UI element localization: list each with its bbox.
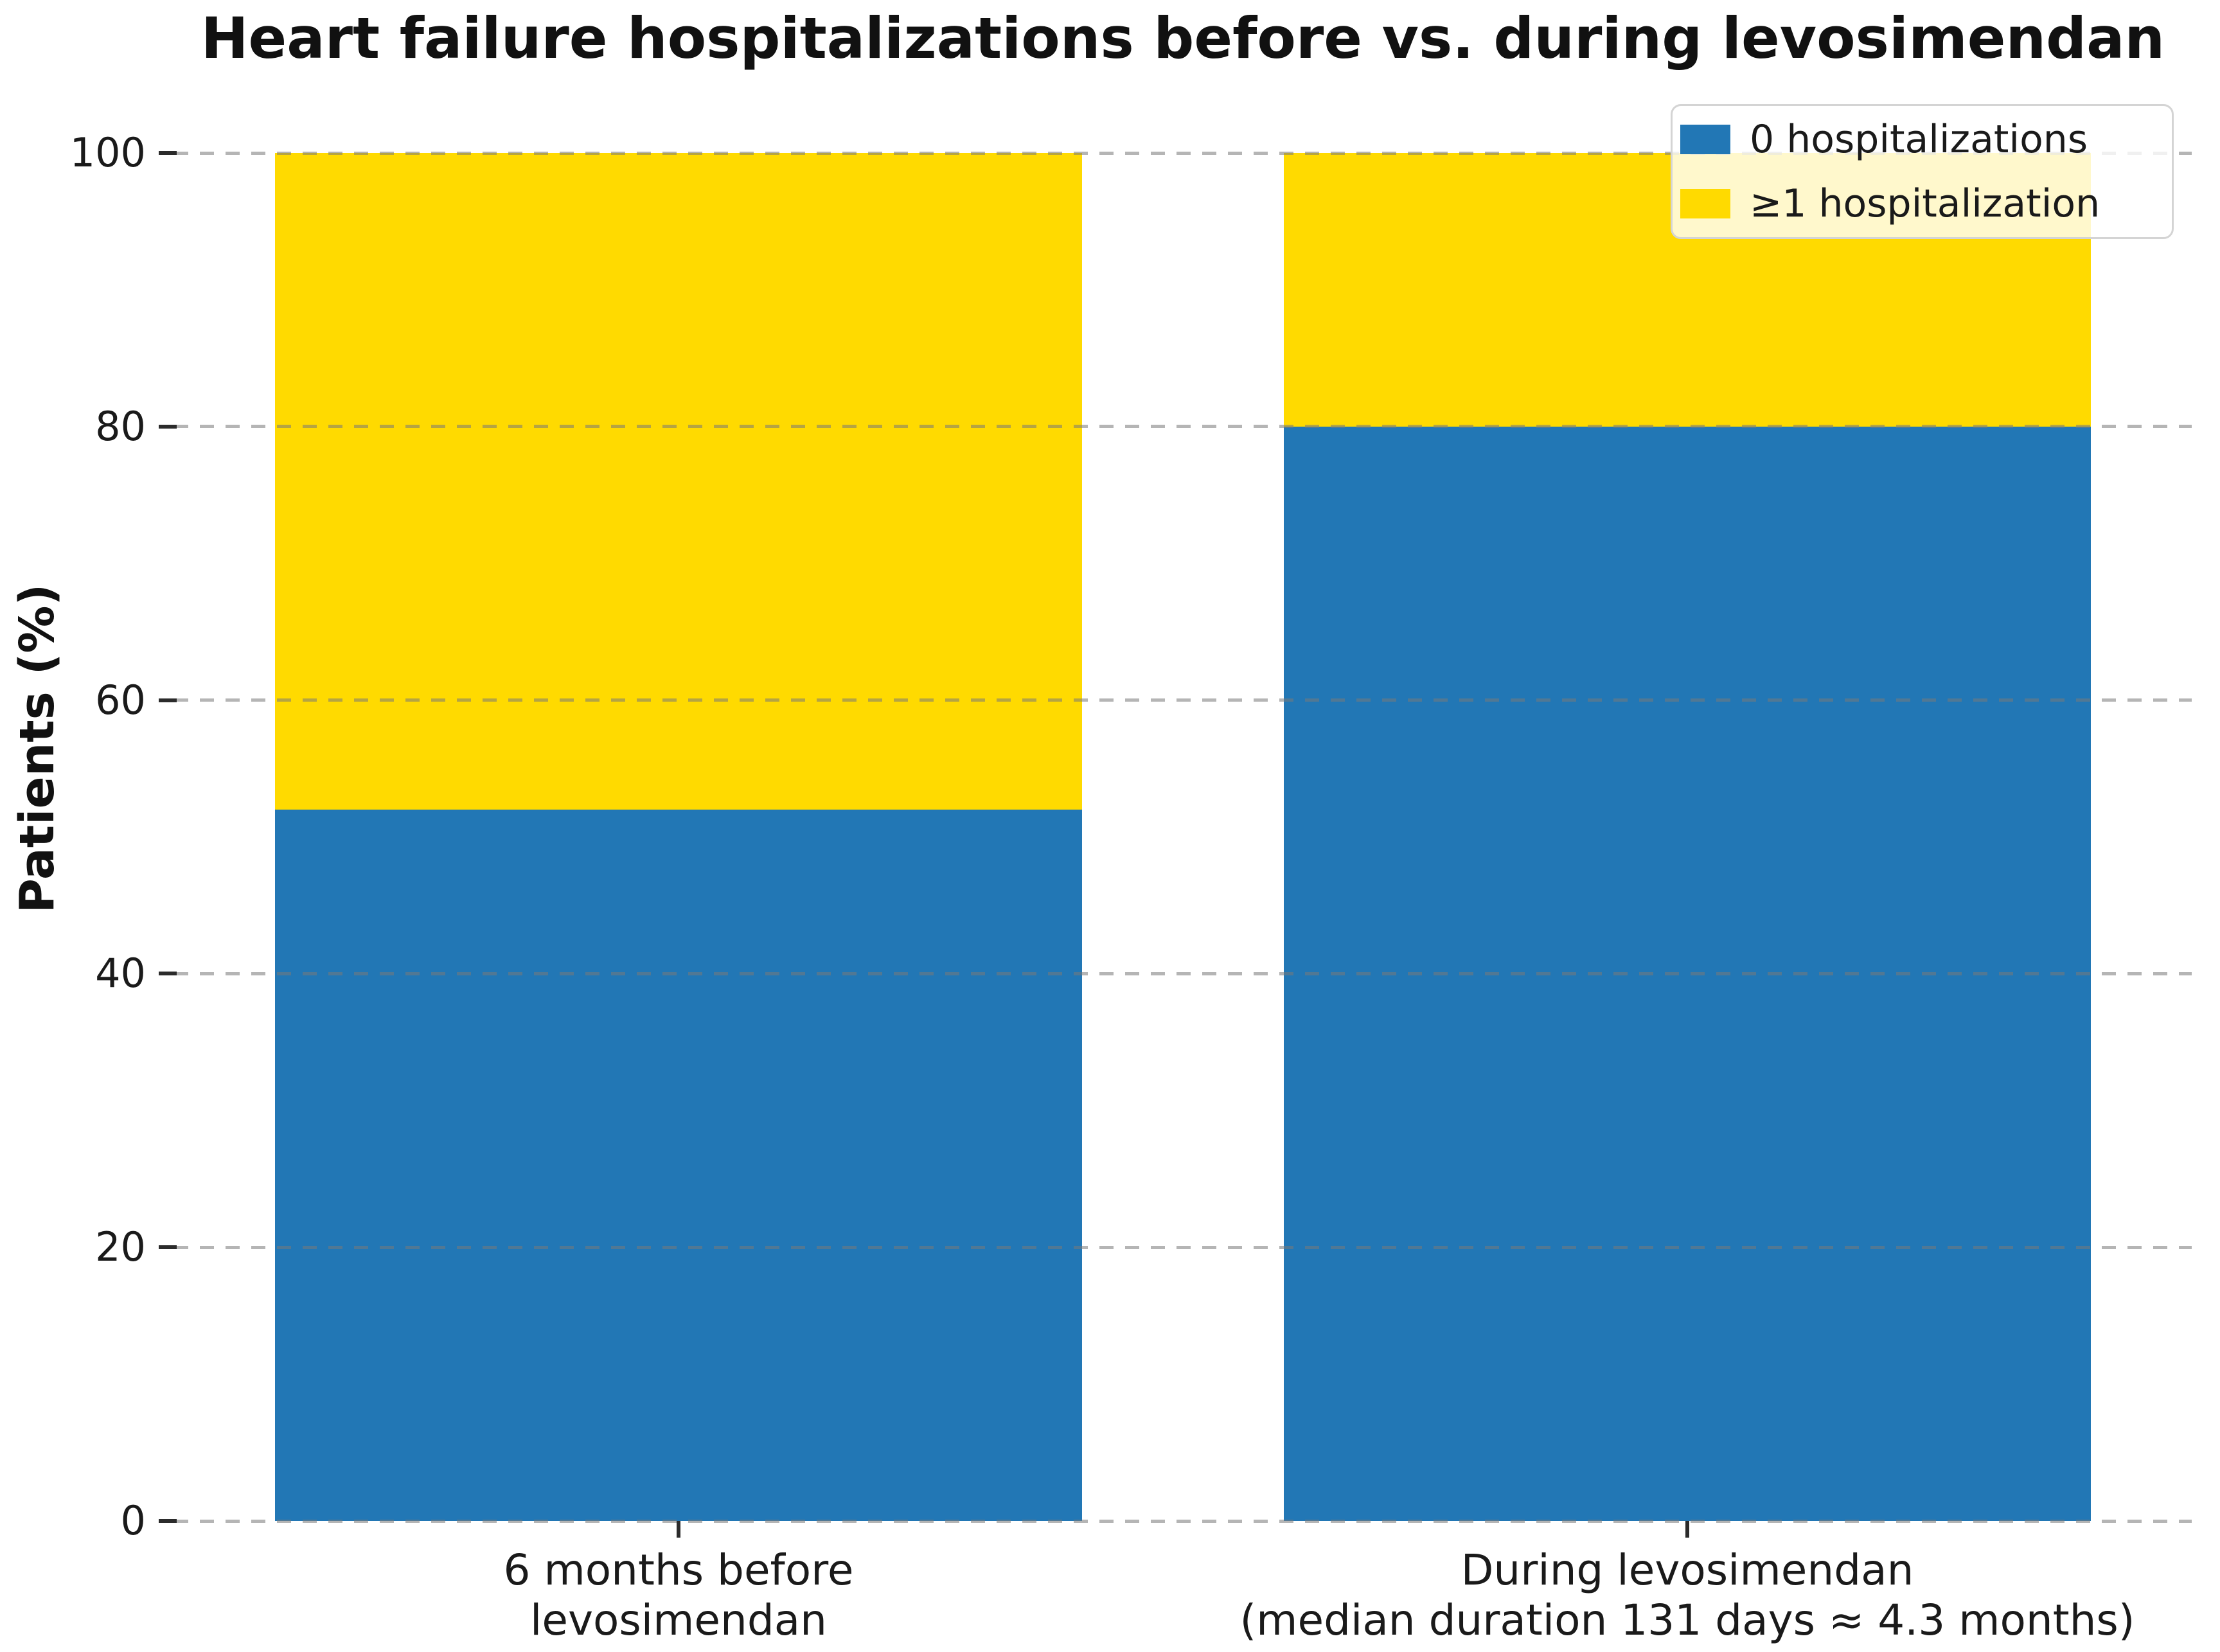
y-tick-label: 100 bbox=[69, 129, 146, 176]
y-tick-label: 80 bbox=[95, 402, 146, 450]
y-tick-mark bbox=[159, 1245, 177, 1250]
legend-row: ≥1 hospitalization bbox=[1680, 172, 2153, 236]
x-tick-mark bbox=[677, 1521, 680, 1538]
bar-segment bbox=[275, 153, 1082, 810]
y-tick-mark bbox=[159, 698, 177, 702]
y-tick-label: 0 bbox=[120, 1497, 146, 1544]
x-tick-label: During levosimendan (median duration 131 … bbox=[1141, 1545, 2220, 1646]
legend-swatch bbox=[1680, 189, 1730, 218]
y-tick-mark bbox=[159, 424, 177, 429]
legend: 0 hospitalizations ≥1 hospitalization bbox=[1671, 104, 2174, 239]
y-tick-mark bbox=[159, 972, 177, 976]
bar-segment bbox=[1284, 426, 2091, 1521]
y-tick-mark bbox=[159, 1519, 177, 1523]
chart-title: Heart failure hospitalizations before vs… bbox=[200, 5, 2165, 71]
y-axis-label: Patients (%) bbox=[10, 583, 65, 914]
x-tick-label-line: (median duration 131 days ≈ 4.3 months) bbox=[1239, 1595, 2135, 1645]
bar-stack bbox=[1284, 153, 2091, 1521]
x-tick-mark bbox=[1685, 1521, 1689, 1538]
plot-area: 0 20 40 60 80 100 6 months before levosimendan D… bbox=[70, 133, 2192, 1645]
y-tick-label: 60 bbox=[95, 676, 146, 724]
bar-segment bbox=[275, 809, 1082, 1521]
x-tick-label-line: During levosimendan bbox=[1461, 1545, 1914, 1595]
y-tick-label: 20 bbox=[95, 1223, 146, 1271]
x-tick-label-line: levosimendan bbox=[530, 1595, 827, 1645]
x-tick-label: 6 months before levosimendan bbox=[132, 1545, 1225, 1646]
legend-label: 0 hospitalizations bbox=[1750, 117, 2088, 162]
legend-row: 0 hospitalizations bbox=[1680, 107, 2153, 172]
bar-stack bbox=[275, 153, 1082, 1521]
x-tick-label-line: 6 months before bbox=[503, 1545, 854, 1595]
legend-swatch bbox=[1680, 125, 1730, 154]
y-tick-mark bbox=[159, 151, 177, 155]
legend-label: ≥1 hospitalization bbox=[1750, 181, 2100, 226]
y-tick-label: 40 bbox=[95, 950, 146, 997]
